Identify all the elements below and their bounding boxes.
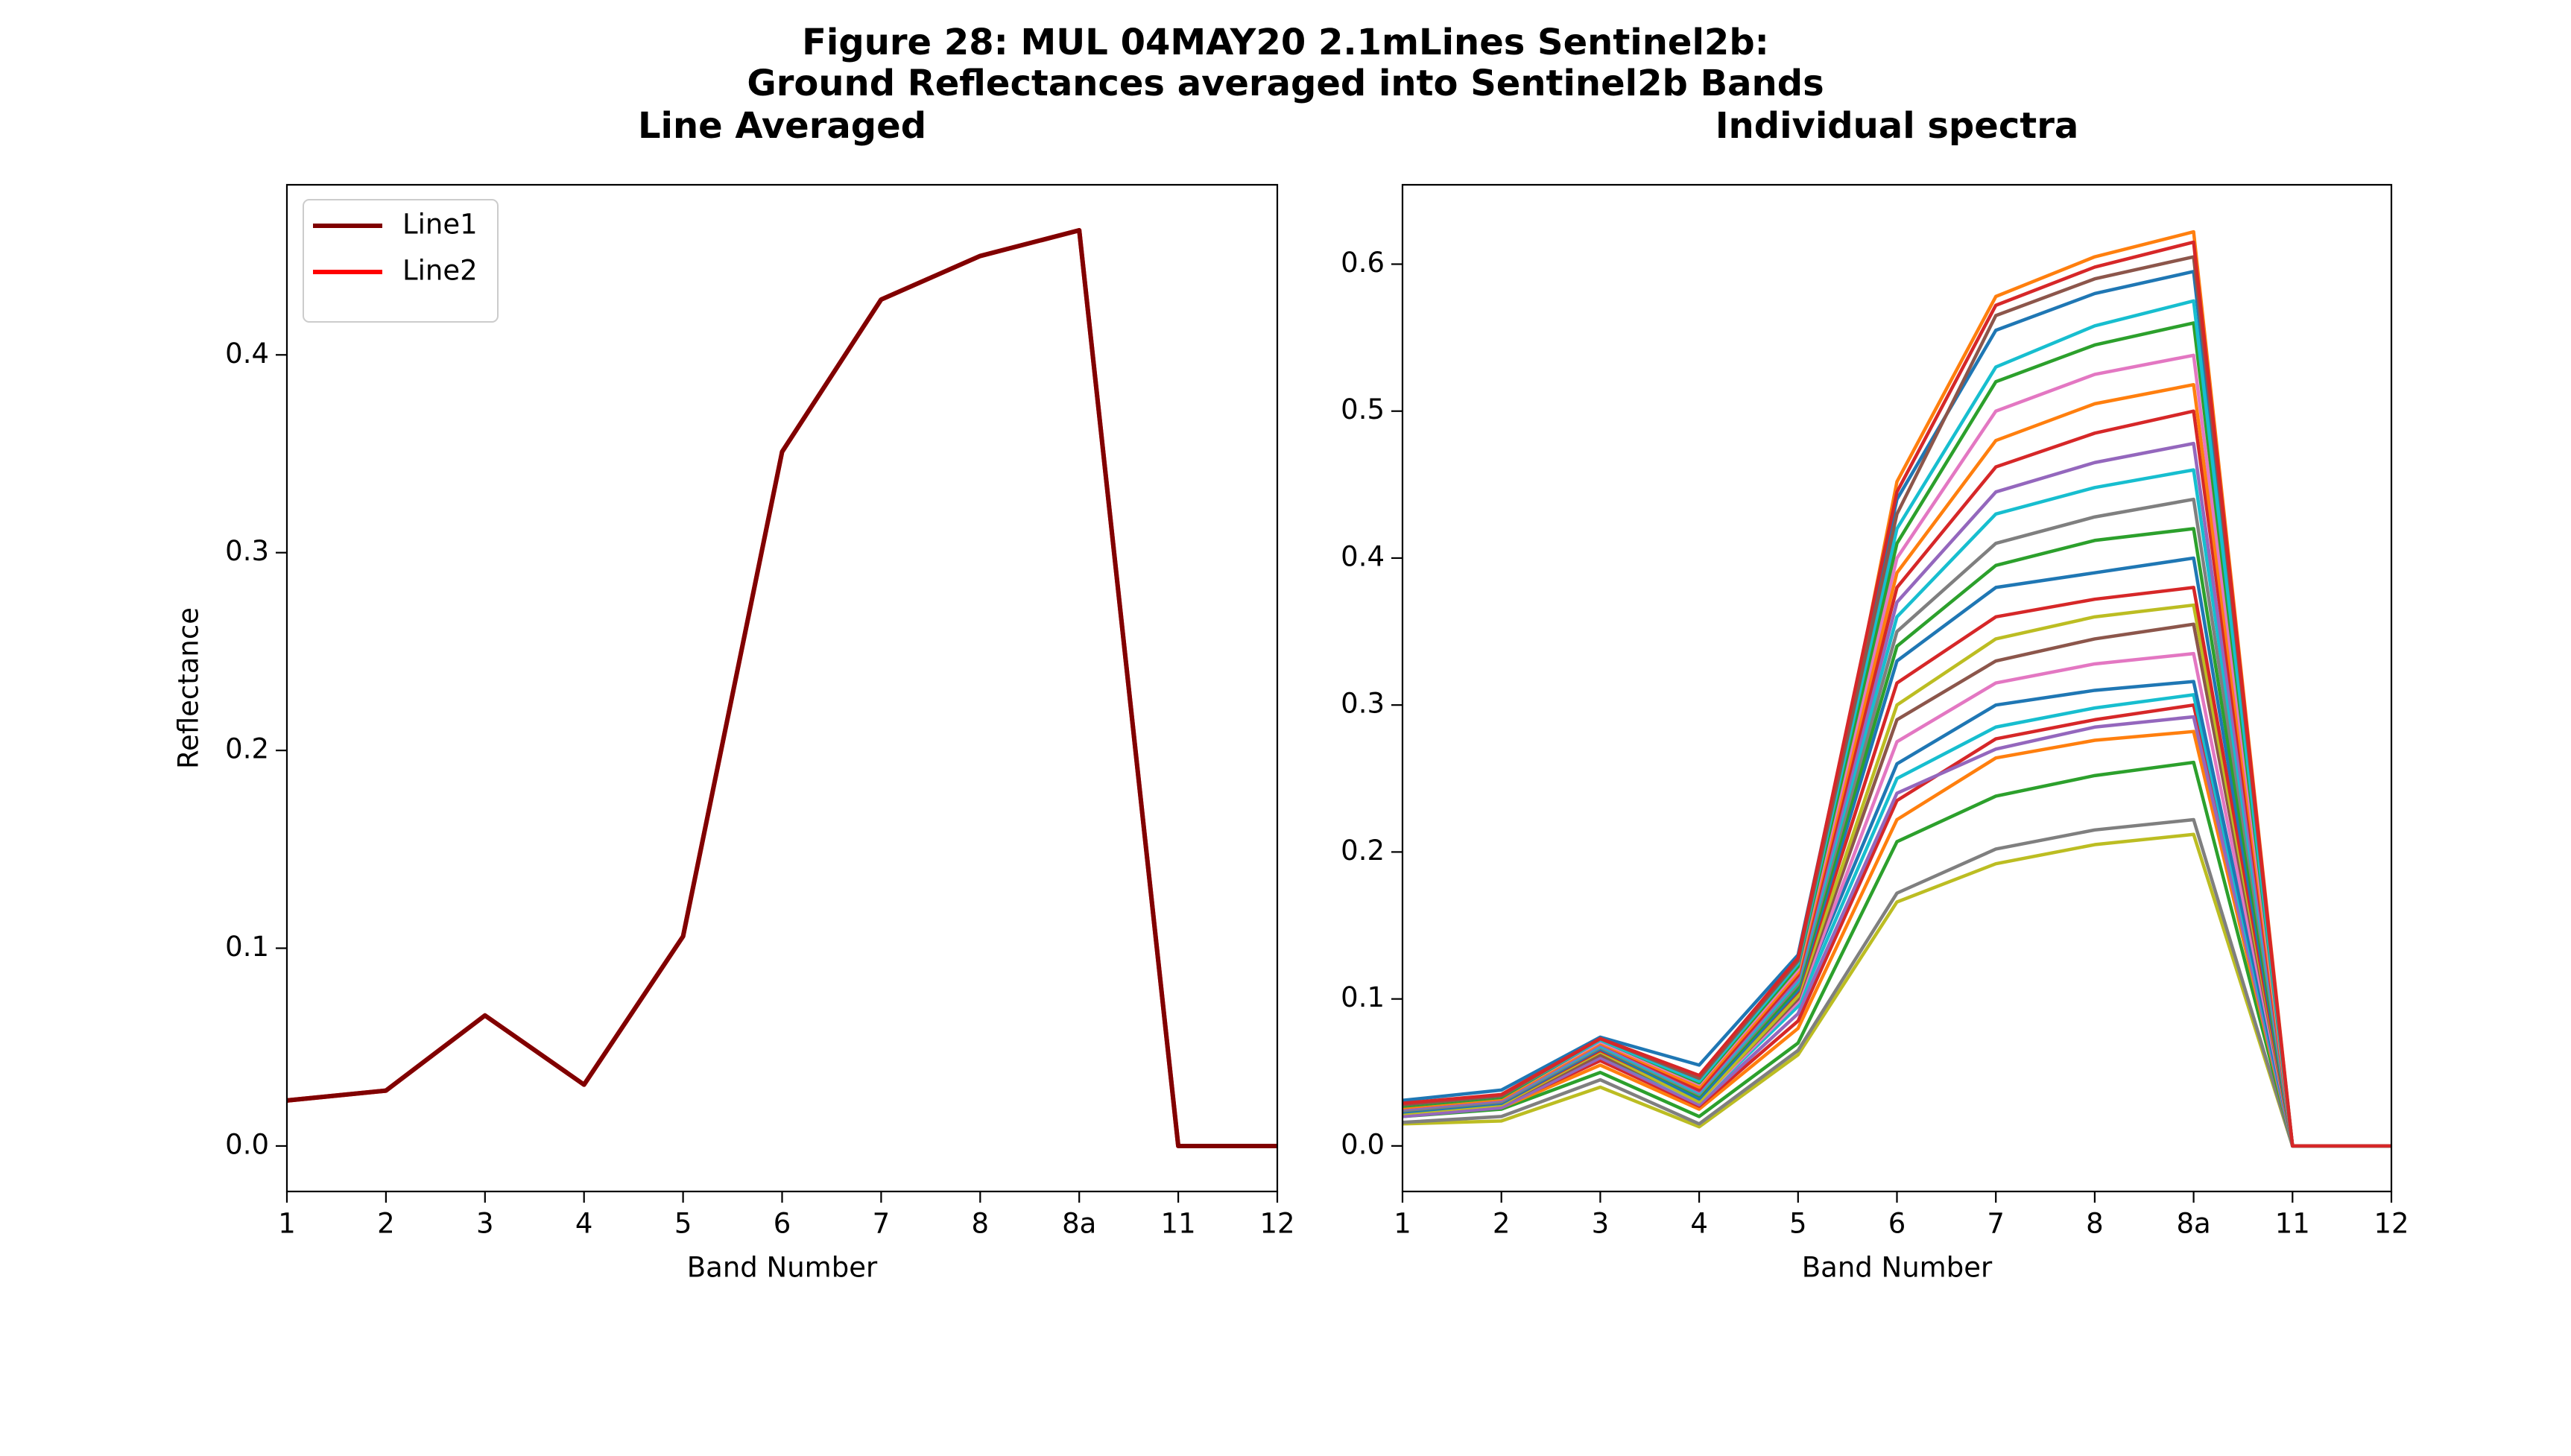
y-tick-label: 0.1 <box>225 931 269 963</box>
x-tick-label: 1 <box>278 1208 296 1240</box>
x-tick-label: 11 <box>2275 1208 2310 1240</box>
x-tick-label: 3 <box>476 1208 494 1240</box>
x-tick-label: 7 <box>873 1208 891 1240</box>
x-tick-label: 2 <box>377 1208 395 1240</box>
x-tick-label: 2 <box>1493 1208 1511 1240</box>
axes-title: Individual spectra <box>1715 105 2079 147</box>
line-series <box>1402 240 2391 1148</box>
x-tick-label: 4 <box>575 1208 593 1240</box>
line-series <box>1402 832 2391 1148</box>
line-series <box>286 228 1277 1148</box>
x-tick-label: 7 <box>1987 1208 2005 1240</box>
y-tick-label: 0.3 <box>225 535 269 567</box>
legend-box <box>303 199 499 323</box>
x-tick-label: 4 <box>1690 1208 1708 1240</box>
x-tick-label: 5 <box>674 1208 692 1240</box>
y-tick-label: 0.4 <box>1341 540 1385 572</box>
y-tick-label: 0.6 <box>1341 247 1385 279</box>
x-tick-label: 12 <box>1259 1208 1294 1240</box>
axes-frame <box>285 183 1279 1193</box>
line-series <box>1402 760 2391 1148</box>
x-tick-label: 6 <box>1888 1208 1906 1240</box>
y-axis-label: Reflectance <box>173 607 205 769</box>
legend-label: Line2 <box>402 255 478 287</box>
y-tick-label: 0.5 <box>1341 393 1385 425</box>
line-series <box>1402 729 2391 1148</box>
x-tick-label: 8a <box>2176 1208 2210 1240</box>
y-tick-label: 0.2 <box>1341 835 1385 867</box>
x-tick-label: 5 <box>1789 1208 1807 1240</box>
figure-title: Figure 28: MUL 04MAY20 2.1mLines Sentine… <box>802 22 1769 63</box>
x-axis-label: Band Number <box>1802 1252 1993 1284</box>
line-series <box>1402 715 2391 1148</box>
line-series <box>1402 622 2391 1148</box>
x-tick-label: 6 <box>774 1208 791 1240</box>
y-tick-label: 0.0 <box>1341 1128 1385 1160</box>
y-tick-label: 0.0 <box>225 1128 269 1160</box>
y-tick-label: 0.4 <box>225 338 269 370</box>
x-tick-label: 3 <box>1592 1208 1610 1240</box>
x-tick-label: 1 <box>1394 1208 1411 1240</box>
x-tick-label: 12 <box>2374 1208 2409 1240</box>
y-tick-label: 0.2 <box>225 733 269 765</box>
axes-frame <box>1401 183 2393 1193</box>
y-tick-label: 0.3 <box>1341 688 1385 720</box>
x-tick-label: 8 <box>972 1208 990 1240</box>
x-axis-label: Band Number <box>687 1252 878 1284</box>
y-tick-label: 0.1 <box>1341 981 1385 1013</box>
x-tick-label: 11 <box>1161 1208 1196 1240</box>
line-series <box>1402 817 2391 1148</box>
legend-label: Line1 <box>402 209 478 241</box>
x-tick-label: 8a <box>1062 1208 1096 1240</box>
x-tick-label: 8 <box>2086 1208 2104 1240</box>
figure-title: Ground Reflectances averaged into Sentin… <box>747 63 1824 104</box>
axes-title: Line Averaged <box>638 105 926 147</box>
